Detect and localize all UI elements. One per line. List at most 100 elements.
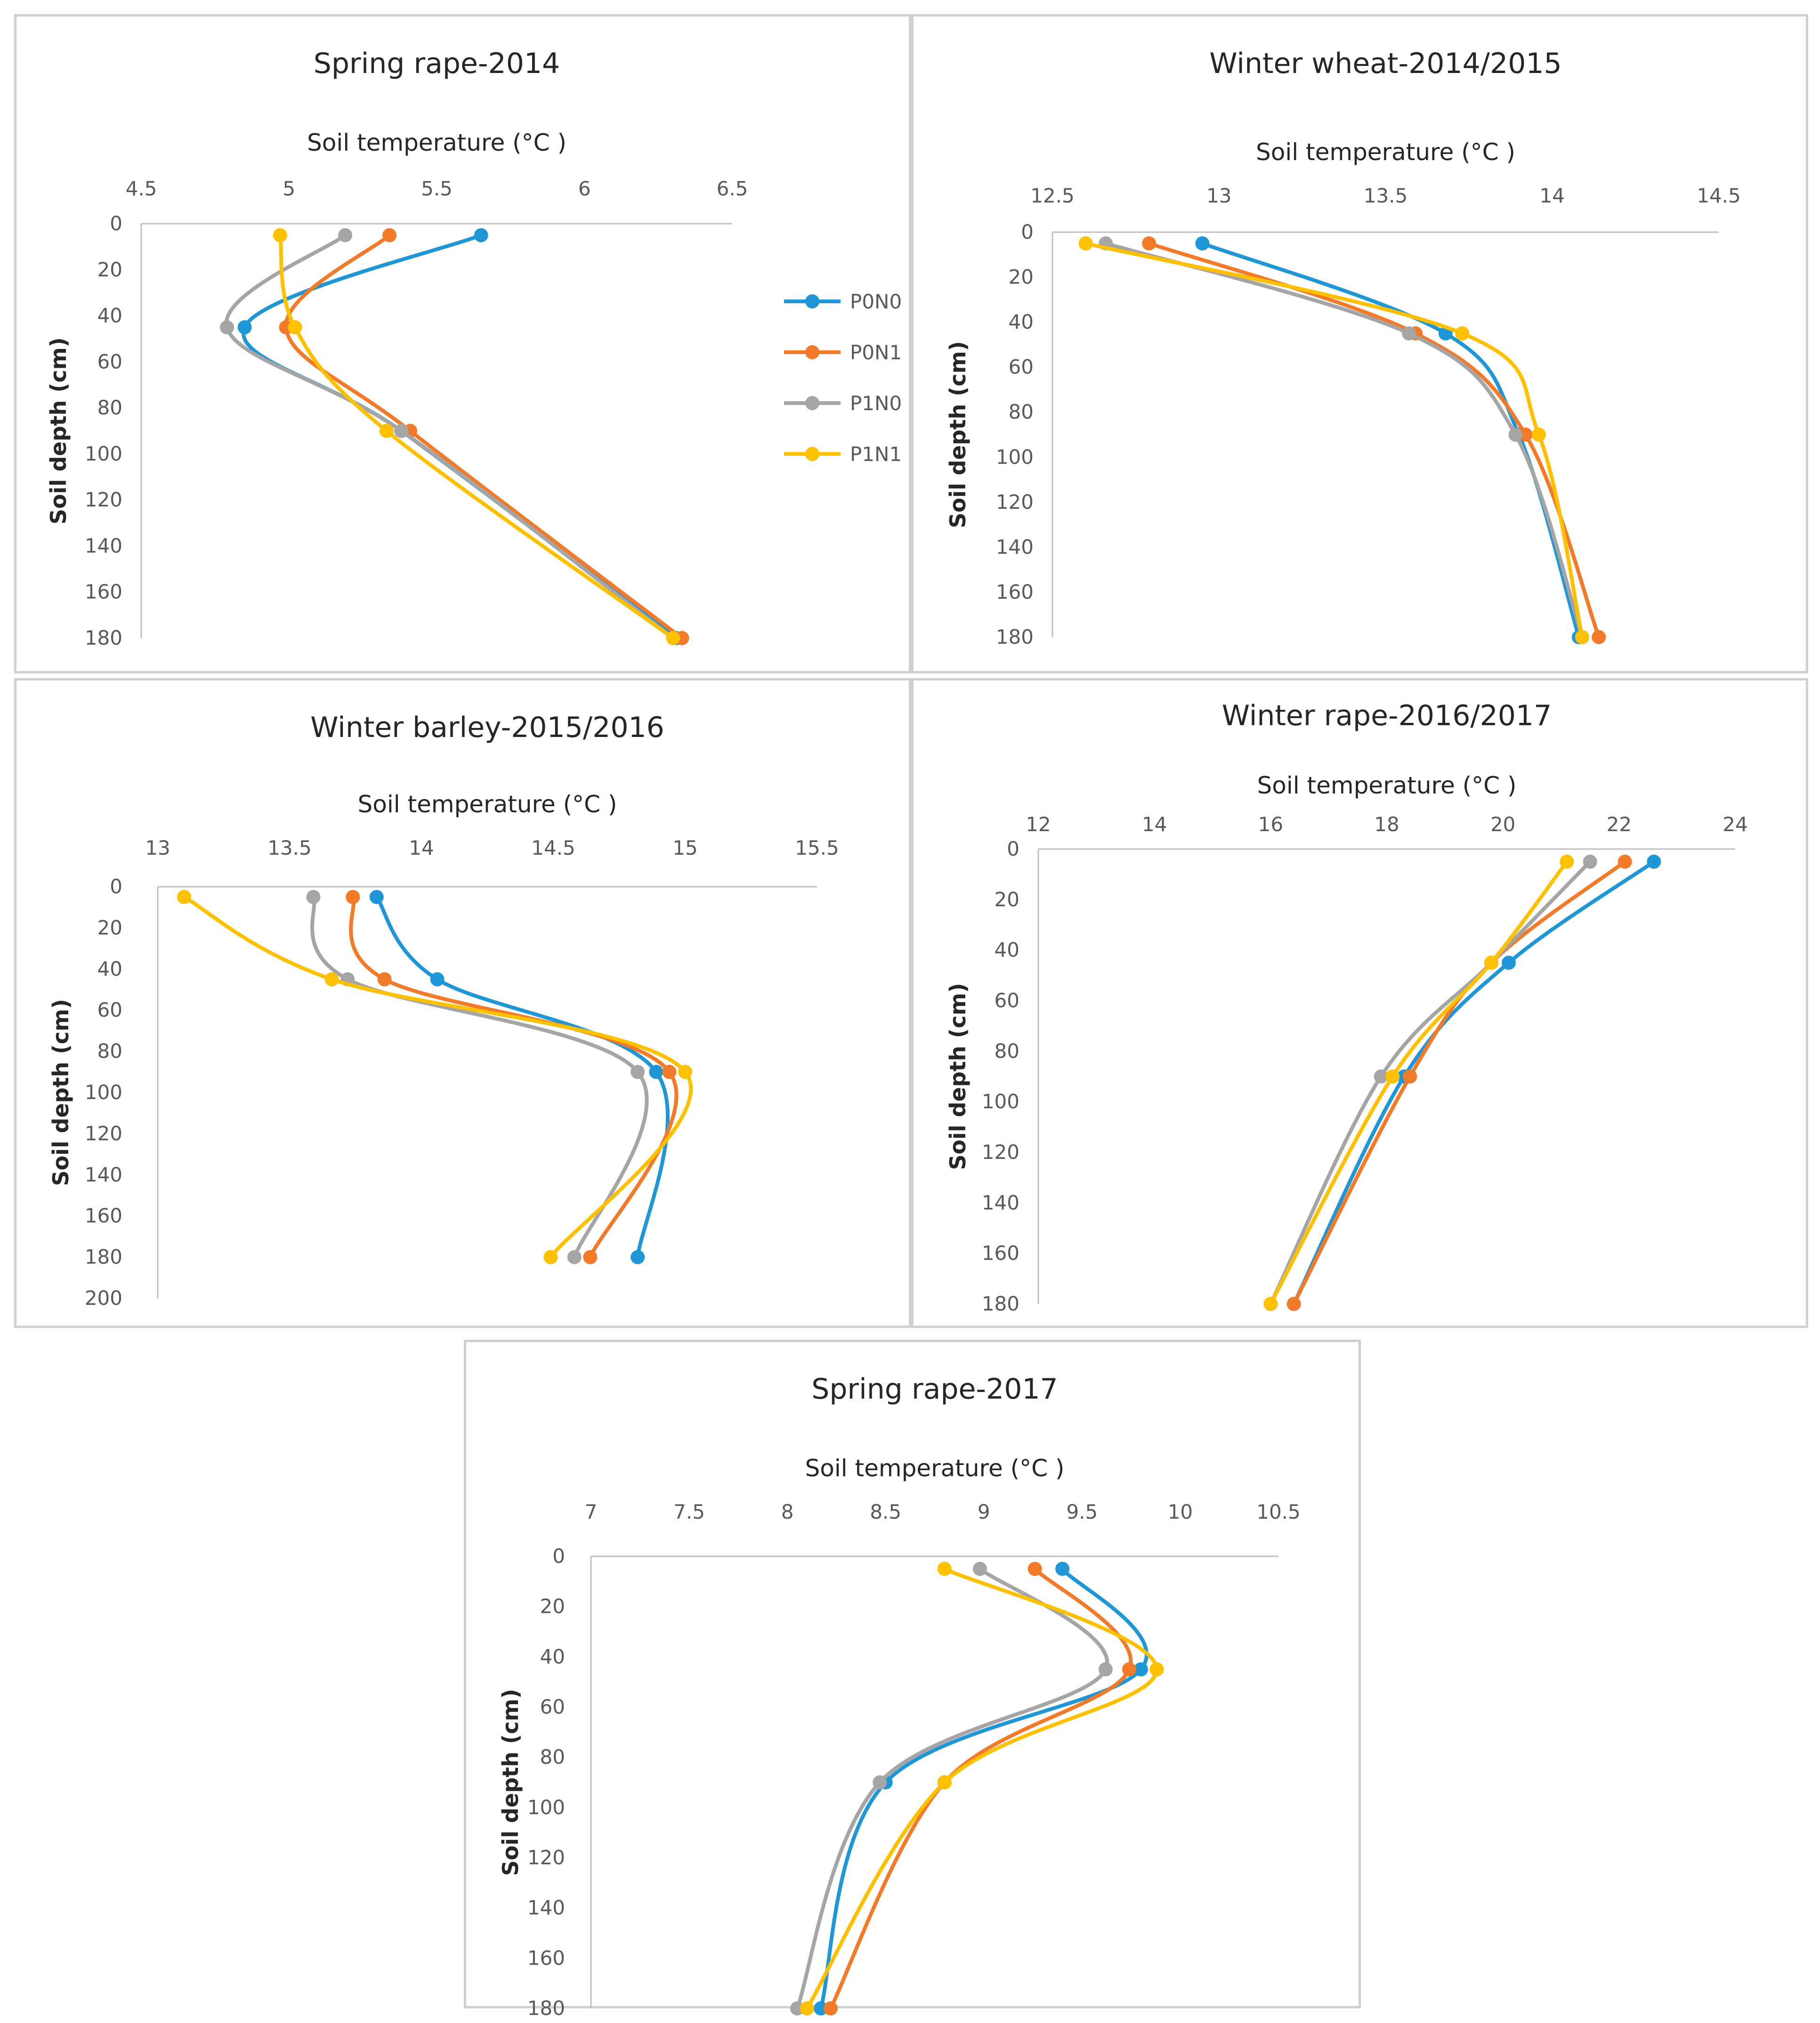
data-point-p1n1 — [273, 228, 287, 243]
chart-winter-rape-2016-2017: Winter rape-2016/2017 Soil temperature (°… — [945, 699, 1748, 1315]
legend-label: P0N1 — [850, 341, 902, 364]
data-point-p1n0 — [394, 424, 409, 438]
x-tick-label: 8 — [781, 1500, 794, 1523]
legend-label: P0N0 — [850, 290, 902, 313]
data-point-p1n0 — [1508, 428, 1523, 442]
data-point-p1n1 — [1078, 236, 1093, 251]
x-tick-label: 14 — [1540, 184, 1565, 207]
x-axis-title: Soil temperature (°C ) — [357, 791, 617, 818]
data-point-p1n1 — [543, 1250, 558, 1264]
y-axis-title: Soil depth (cm) — [46, 337, 71, 524]
legend-marker-icon — [805, 294, 819, 308]
data-point-p1n1 — [1455, 326, 1470, 340]
data-point-p0n1 — [1286, 1297, 1301, 1311]
y-tick-label: 140 — [527, 1896, 565, 1919]
y-tick-label: 20 — [97, 916, 122, 939]
series-line-p1n1 — [805, 1567, 1159, 2010]
y-tick-label: 60 — [1009, 356, 1034, 379]
x-tick-label: 13 — [1206, 184, 1231, 207]
data-point-p1n1 — [937, 1775, 952, 1789]
y-tick-label: 140 — [85, 534, 122, 557]
chart-panel-winter-rape-2016-2017: Winter rape-2016/2017 Soil temperature (°… — [911, 678, 1808, 1328]
legend-marker-icon — [805, 345, 819, 359]
series-line-p1n1 — [1085, 241, 1584, 638]
x-tick-label: 13.5 — [1364, 184, 1408, 207]
y-tick-label: 160 — [85, 580, 122, 603]
y-tick-label: 120 — [85, 488, 122, 511]
data-point-p0n1 — [1518, 428, 1533, 442]
data-point-p1n0 — [306, 890, 321, 904]
y-tick-label: 120 — [527, 1846, 565, 1869]
series-line-p0n0 — [242, 233, 678, 640]
y-tick-label: 60 — [540, 1695, 565, 1718]
chart-winter-barley-2015-2016: Winter barley-2015/2016 Soil temperature … — [48, 711, 839, 1310]
data-point-p1n1 — [379, 424, 394, 438]
data-point-p1n0 — [790, 2001, 804, 2015]
y-tick-label: 200 — [85, 1287, 122, 1310]
x-tick-label: 7 — [585, 1500, 598, 1523]
x-tick-label: 9.5 — [1066, 1500, 1098, 1523]
series-line-p1n1 — [278, 235, 674, 640]
data-point-p1n1 — [1531, 428, 1546, 442]
legend-label: P1N0 — [850, 392, 902, 415]
data-point-p1n1 — [177, 890, 191, 904]
y-tick-label: 100 — [996, 445, 1034, 469]
chart-title: Spring rape-2014 — [314, 47, 560, 80]
y-tick-label: 80 — [995, 1039, 1019, 1062]
y-tick-label: 100 — [527, 1796, 565, 1819]
data-point-p0n0 — [1195, 236, 1210, 251]
y-tick-label: 0 — [110, 875, 122, 898]
data-point-p1n0 — [1098, 1662, 1113, 1676]
y-tick-label: 60 — [97, 998, 122, 1021]
data-point-p0n0 — [631, 1250, 645, 1264]
chart-spring-rape-2014: Spring rape-2014 Soil temperature (°C ) So… — [46, 47, 902, 649]
data-point-p0n1 — [823, 2001, 838, 2015]
data-point-p0n1 — [662, 1065, 677, 1079]
legend-marker-icon — [805, 447, 819, 461]
x-tick-label: 14 — [1142, 813, 1167, 836]
data-point-p0n0 — [649, 1065, 663, 1079]
data-point-p1n1 — [288, 320, 302, 334]
x-tick-label: 12.5 — [1030, 184, 1075, 207]
data-point-p0n0 — [814, 2001, 828, 2015]
data-point-p0n0 — [430, 972, 445, 987]
chart-panel-spring-rape-2017: Spring rape-2017 Soil temperature (°C ) So… — [464, 1340, 1361, 2020]
x-tick-label: 24 — [1723, 813, 1747, 836]
series-line-p0n1 — [829, 1567, 1133, 2009]
y-tick-label: 180 — [527, 1997, 565, 2020]
x-tick-label: 7.5 — [673, 1500, 705, 1523]
data-point-p0n1 — [377, 972, 392, 987]
series-line-p1n1 — [183, 895, 693, 1258]
y-axis-title: Soil depth (cm) — [48, 999, 73, 1186]
series-line-p0n1 — [284, 234, 683, 640]
x-axis-title: Soil temperature (°C ) — [307, 129, 566, 156]
data-point-p0n1 — [1142, 236, 1157, 251]
y-tick-label: 120 — [982, 1141, 1019, 1164]
data-point-p1n0 — [1402, 326, 1416, 340]
data-point-p1n0 — [972, 1562, 987, 1576]
series-line-p1n0 — [224, 234, 674, 640]
series-line-p0n1 — [1148, 242, 1601, 638]
y-axis-title: Soil depth (cm) — [498, 1689, 523, 1876]
series-line-p1n0 — [795, 1567, 1109, 2009]
y-axis-title: Soil depth (cm) — [945, 341, 971, 528]
y-tick-label: 20 — [97, 258, 122, 281]
y-axis-title: Soil depth (cm) — [945, 983, 971, 1170]
x-tick-label: 6.5 — [717, 177, 748, 200]
x-tick-label: 4.5 — [126, 177, 157, 200]
data-point-p0n1 — [583, 1250, 598, 1264]
chart-title: Winter wheat-2014/2015 — [1209, 47, 1561, 80]
data-point-p1n1 — [666, 631, 680, 645]
data-point-p1n0 — [219, 320, 234, 334]
series-line-p0n1 — [349, 896, 679, 1258]
x-tick-label: 16 — [1258, 813, 1283, 836]
y-tick-label: 140 — [982, 1191, 1019, 1214]
data-point-p1n1 — [678, 1065, 692, 1079]
x-tick-label: 22 — [1607, 813, 1632, 836]
y-tick-label: 160 — [982, 1242, 1019, 1265]
y-tick-label: 100 — [982, 1090, 1019, 1113]
y-tick-label: 40 — [1009, 310, 1034, 333]
y-tick-label: 0 — [110, 212, 122, 235]
series-line-p0n1 — [1292, 860, 1626, 1305]
y-tick-label: 80 — [97, 396, 122, 419]
